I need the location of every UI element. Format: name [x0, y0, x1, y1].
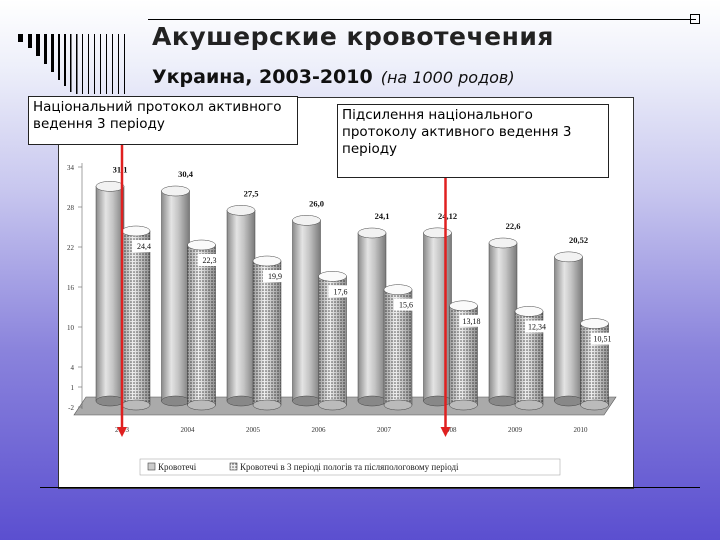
data-label-total: 30,4: [178, 169, 194, 179]
bar-bleeding-total: [292, 215, 321, 407]
bar-bleeding-third-stage: [318, 271, 347, 411]
bar-bleeding-total: [95, 181, 125, 407]
y-tick-label: 10: [67, 324, 75, 332]
data-label-bg: [525, 320, 549, 333]
x-tick-label: 2005: [246, 426, 261, 434]
bar-bleeding-total: [357, 227, 387, 407]
slide-subtitle: Украина, 2003-2010 (на 1000 родов): [152, 66, 515, 88]
subtitle-text: Украина, 2003-2010: [152, 66, 373, 88]
y-tick-label: 28: [67, 204, 75, 212]
data-label-total: 26,0: [309, 198, 324, 208]
data-label-bg: [459, 314, 484, 327]
data-label-bg: [590, 332, 615, 345]
top-rule: [148, 19, 696, 20]
data-label-total: 20,52: [569, 235, 588, 245]
bar-bleeding-total: [423, 227, 452, 407]
bar-bleeding-total: [488, 237, 518, 407]
data-label-total: 24,1: [375, 211, 390, 221]
data-label-bg: [197, 254, 222, 266]
callout-national-protocol: Національний протокол активного ведення …: [28, 96, 298, 145]
subtitle-note: (на 1000 родов): [380, 68, 515, 87]
legend-swatch: [229, 462, 238, 471]
data-label-bg: [394, 298, 418, 311]
x-tick-label: 2007: [377, 426, 392, 434]
x-tick-label: 2004: [181, 426, 196, 434]
x-tick-label: 2009: [508, 426, 523, 434]
data-label-total: 31,1: [113, 164, 128, 174]
bar-bleeding-total: [554, 251, 583, 407]
red-arrow-marker: [117, 133, 127, 437]
y-tick-label: 22: [67, 244, 75, 252]
bar-bleeding-third-stage: [252, 255, 282, 411]
bar-bleeding-total: [161, 185, 190, 407]
x-tick-label: 2008: [443, 426, 458, 434]
data-label-total: 27,5: [244, 188, 259, 198]
bar-bleeding-total: [226, 205, 256, 407]
legend-box: [139, 458, 561, 476]
x-tick-label: 2006: [312, 426, 327, 434]
decorative-stripes: [18, 34, 125, 94]
top-square-ornament: [690, 14, 700, 24]
bar-bleeding-third-stage: [121, 225, 151, 411]
y-tick-label: 4: [71, 364, 75, 372]
bar-bleeding-third-stage: [580, 318, 609, 411]
data-label-bg: [328, 285, 353, 298]
data-label-third-stage: 19,9: [268, 272, 282, 281]
legend-label: Кровотечі: [158, 462, 197, 472]
data-label-total: 24,12: [438, 211, 457, 221]
bar-bleeding-third-stage: [187, 239, 216, 411]
data-label-bg: [132, 240, 156, 252]
callout-enhanced-protocol: Підсилення національного протоколу актив…: [337, 104, 609, 178]
data-label-total: 22,6: [506, 221, 521, 231]
x-tick-label: 2010: [574, 426, 589, 434]
y-tick-label: 1: [71, 384, 75, 392]
y-tick-label: -2: [68, 404, 74, 412]
y-tick-label: 34: [67, 164, 75, 172]
data-label-third-stage: 15,6: [399, 301, 413, 310]
y-tick-label: 16: [67, 284, 75, 292]
bottom-rule: [40, 487, 700, 488]
slide-title: Акушерские кровотечения: [152, 22, 554, 51]
data-label-bg: [263, 270, 287, 282]
data-label-third-stage: 13,18: [463, 317, 481, 326]
data-label-third-stage: 10,51: [594, 335, 612, 344]
data-label-third-stage: 24,4: [137, 242, 151, 251]
data-label-third-stage: 22,3: [203, 256, 217, 265]
legend-label: Кровотечі в 3 періоді пологів та післяпо…: [240, 462, 459, 472]
data-label-third-stage: 12,34: [528, 322, 546, 331]
legend-swatch: [147, 462, 156, 471]
data-label-third-stage: 17,6: [334, 287, 348, 296]
red-arrow-marker: [440, 133, 451, 437]
